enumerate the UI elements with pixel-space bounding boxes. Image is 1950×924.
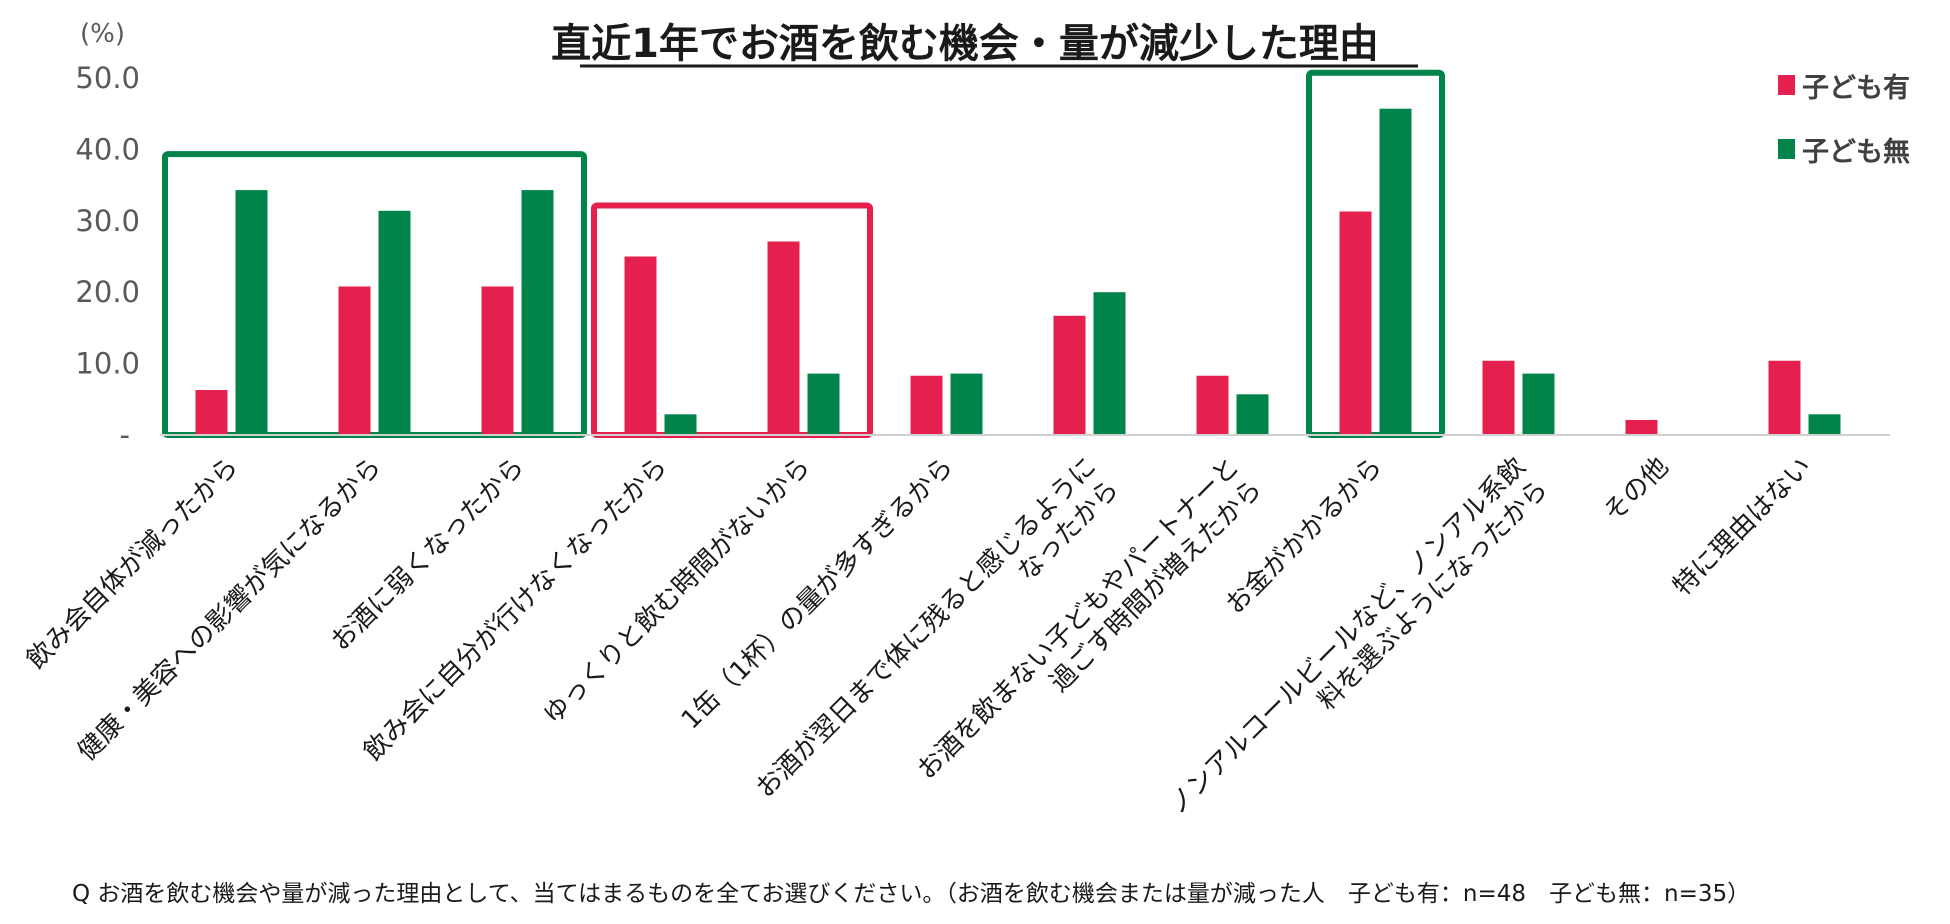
bar-without-children bbox=[1093, 292, 1126, 435]
chart-title: 直近1年でお酒を飲む機会・量が減少した理由 bbox=[551, 21, 1379, 67]
legend-swatch bbox=[1778, 139, 1795, 159]
bar-with-children bbox=[195, 390, 228, 435]
legend-label: 子ども有 bbox=[1802, 73, 1910, 104]
bar-without-children bbox=[235, 190, 268, 435]
bar-without-children bbox=[1379, 108, 1412, 436]
bar-with-children bbox=[481, 286, 514, 435]
bar-without-children bbox=[1522, 373, 1555, 435]
y-tick-label: 50.0 bbox=[75, 61, 140, 95]
x-tick-label: 1缶（1杯）の量が多すぎるから bbox=[676, 452, 960, 736]
bar-with-children bbox=[1196, 375, 1229, 435]
y-axis: - 10.0 20.0 30.0 40.0 50.0 bbox=[75, 61, 140, 452]
x-tick-label: 飲み会に自分が行けなくなったから bbox=[358, 452, 673, 767]
highlight-box-3 bbox=[1306, 69, 1445, 439]
bars bbox=[195, 108, 1841, 436]
x-tick-label: その他 bbox=[1598, 452, 1674, 528]
bar-without-children bbox=[1236, 394, 1269, 435]
bar-with-children bbox=[1053, 315, 1086, 435]
y-tick-label: - bbox=[120, 418, 130, 452]
x-tick-label: 特に理由はない bbox=[1668, 452, 1818, 602]
legend-swatch bbox=[1778, 75, 1795, 95]
bar-without-children bbox=[950, 373, 983, 435]
bar-with-children bbox=[767, 241, 800, 435]
bar-with-children bbox=[1768, 360, 1801, 435]
bar-with-children bbox=[624, 256, 657, 435]
legend-label: 子ども無 bbox=[1802, 137, 1910, 168]
y-tick-label: 30.0 bbox=[75, 204, 140, 238]
highlight-box-1 bbox=[162, 151, 587, 439]
bar-without-children bbox=[521, 190, 554, 435]
y-tick-label: 40.0 bbox=[75, 132, 140, 166]
bar-without-children bbox=[1808, 414, 1841, 435]
bar-with-children bbox=[1339, 211, 1372, 435]
bar-with-children bbox=[338, 286, 371, 435]
y-unit-label: (%) bbox=[80, 19, 125, 49]
bar-with-children bbox=[910, 375, 943, 435]
bar-with-children bbox=[1625, 420, 1658, 435]
x-tick-label: ゆっくりと飲む時間がないから bbox=[538, 452, 817, 731]
footnote: Q お酒を飲む機会や量が減った理由として、当てはまるものを全てお選びください。（… bbox=[72, 881, 1750, 907]
x-axis-labels: 飲み会自体が減ったから健康・美容への影響が気になるからお酒に弱くなったから飲み会… bbox=[21, 452, 1818, 821]
bar-without-children bbox=[807, 373, 840, 435]
bar-without-children bbox=[378, 210, 411, 435]
x-tick-label: 健康・美容への影響が気になるから bbox=[72, 452, 387, 767]
bar-without-children bbox=[664, 414, 697, 435]
y-tick-label: 20.0 bbox=[75, 275, 140, 309]
bar-with-children bbox=[1482, 360, 1515, 435]
y-tick-label: 10.0 bbox=[75, 347, 140, 381]
